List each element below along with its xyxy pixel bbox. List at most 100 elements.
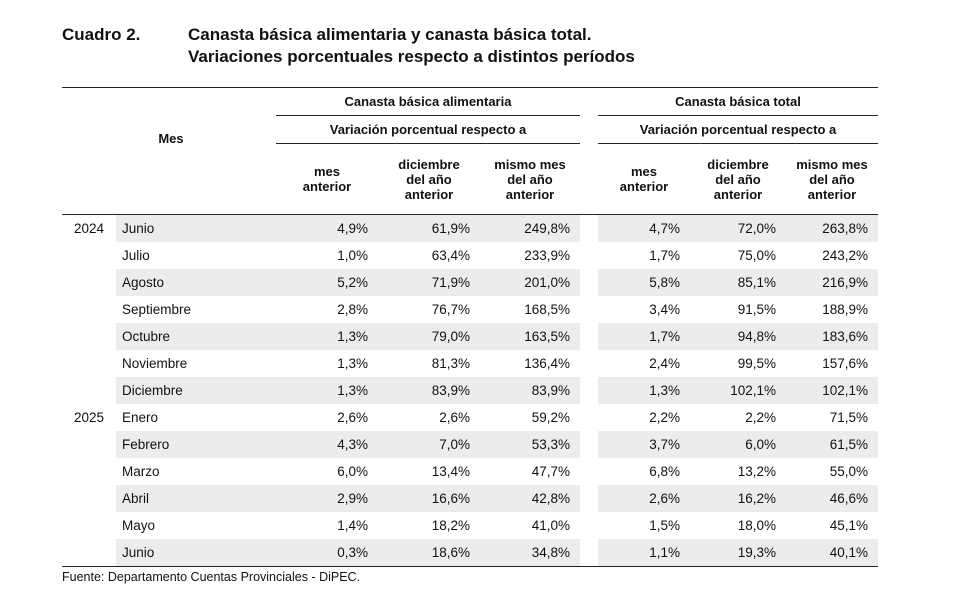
value-cell: 41,0% xyxy=(531,518,570,533)
month-cell: Julio xyxy=(122,248,150,263)
value-cell: 94,8% xyxy=(690,323,786,350)
value-cell: 1,1% xyxy=(598,539,690,567)
column-gap xyxy=(580,404,598,431)
column-gap xyxy=(580,296,598,323)
value-cell: 18,6% xyxy=(378,539,480,567)
value-cell: 201,0% xyxy=(480,269,580,296)
value-cell: 102,1% xyxy=(786,377,878,404)
year-cell: 2025 xyxy=(73,410,105,425)
column-gap xyxy=(580,512,598,539)
value-cell: 76,7% xyxy=(431,302,470,317)
table-row: Diciembre 1,3% 83,9% 83,9% 1,3% 102,1% 102,1% xyxy=(62,377,878,404)
year-cell: 2024 xyxy=(73,221,105,236)
value-cell: 63,4% xyxy=(431,248,470,263)
value-cell: 81,3% xyxy=(431,356,470,371)
value-cell: 85,1% xyxy=(690,269,786,296)
value-cell: 1,4% xyxy=(337,518,368,533)
column-gap xyxy=(580,214,598,242)
year-cell xyxy=(62,512,116,539)
col-mes-anterior-cba: mes anterior xyxy=(276,143,378,215)
value-cell: 5,2% xyxy=(276,269,378,296)
value-cell: 1,3% xyxy=(337,356,368,371)
column-gap xyxy=(580,458,598,485)
value-cell: 183,6% xyxy=(786,323,878,350)
value-cell: 4,7% xyxy=(598,214,690,242)
month-cell: Junio xyxy=(116,539,276,567)
title-line-1: Canasta básica alimentaria y canasta bás… xyxy=(188,25,592,44)
value-cell: 263,8% xyxy=(786,214,878,242)
value-cell: 216,9% xyxy=(786,269,878,296)
value-cell: 2,6% xyxy=(598,485,690,512)
group-header-alimentaria: Canasta básica alimentaria xyxy=(276,87,580,116)
year-cell xyxy=(62,485,116,512)
value-cell: 102,1% xyxy=(690,377,786,404)
table-row: Septiembre 2,8% 76,7% 168,5% 3,4% 91,5% 188,9% xyxy=(62,296,878,323)
value-cell: 47,7% xyxy=(531,464,570,479)
table-row: Mayo 1,4% 18,2% 41,0% 1,5% 18,0% 45,1% xyxy=(62,512,878,539)
year-cell xyxy=(62,431,116,458)
month-cell: Mayo xyxy=(122,518,156,533)
value-cell: 2,2% xyxy=(649,410,680,425)
col-mismo-mes-cba: mismo mes del año anterior xyxy=(480,143,580,215)
value-cell: 157,6% xyxy=(822,356,868,371)
value-cell: 6,8% xyxy=(649,464,680,479)
month-cell: Enero xyxy=(122,410,159,425)
value-cell: 83,9% xyxy=(480,377,580,404)
value-cell: 19,3% xyxy=(690,539,786,567)
title-line-2: Variaciones porcentuales respecto a dist… xyxy=(188,47,635,66)
table-row: Octubre 1,3% 79,0% 163,5% 1,7% 94,8% 183,6% xyxy=(62,323,878,350)
value-cell: 4,9% xyxy=(276,214,378,242)
year-cell xyxy=(62,458,116,485)
value-cell: 1,3% xyxy=(276,323,378,350)
year-cell xyxy=(62,296,116,323)
month-cell: Agosto xyxy=(116,269,276,296)
value-cell: 163,5% xyxy=(480,323,580,350)
value-cell: 42,8% xyxy=(480,485,580,512)
value-cell: 1,3% xyxy=(598,377,690,404)
value-cell: 72,0% xyxy=(690,214,786,242)
value-cell: 4,3% xyxy=(276,431,378,458)
value-cell: 2,6% xyxy=(439,410,470,425)
value-cell: 99,5% xyxy=(737,356,776,371)
value-cell: 168,5% xyxy=(524,302,570,317)
value-cell: 13,2% xyxy=(737,464,776,479)
value-cell: 6,0% xyxy=(337,464,368,479)
value-cell: 61,9% xyxy=(378,214,480,242)
column-gap xyxy=(580,485,598,512)
subheader-total: Variación porcentual respecto a xyxy=(598,115,878,144)
value-cell: 91,5% xyxy=(737,302,776,317)
data-table: Canasta básica alimentaria Canasta básic… xyxy=(62,87,878,567)
table-row: Marzo 6,0% 13,4% 47,7% 6,8% 13,2% 55,0% xyxy=(62,458,878,485)
year-cell xyxy=(62,242,116,269)
table-body: 2024 Junio 4,9% 61,9% 249,8% 4,7% 72,0% 263,8% J… xyxy=(62,214,878,567)
month-cell: Marzo xyxy=(122,464,160,479)
column-gap xyxy=(580,431,598,458)
table-row: Junio 0,3% 18,6% 34,8% 1,1% 19,3% 40,1% xyxy=(62,539,878,567)
table-number: Cuadro 2. xyxy=(62,25,141,44)
value-cell: 243,2% xyxy=(822,248,868,263)
value-cell: 18,0% xyxy=(737,518,776,533)
table-row: Julio 1,0% 63,4% 233,9% 1,7% 75,0% 243,2% xyxy=(62,242,878,269)
column-gap xyxy=(580,539,598,567)
value-cell: 1,3% xyxy=(276,377,378,404)
value-cell: 3,7% xyxy=(598,431,690,458)
value-cell: 71,5% xyxy=(829,410,868,425)
month-cell: Diciembre xyxy=(116,377,276,404)
value-cell: 79,0% xyxy=(378,323,480,350)
value-cell: 18,2% xyxy=(431,518,470,533)
month-cell: Octubre xyxy=(116,323,276,350)
value-cell: 3,4% xyxy=(649,302,680,317)
value-cell: 2,9% xyxy=(276,485,378,512)
value-cell: 188,9% xyxy=(822,302,868,317)
value-cell: 2,4% xyxy=(649,356,680,371)
column-gap xyxy=(580,323,598,350)
value-cell: 6,0% xyxy=(690,431,786,458)
value-cell: 83,9% xyxy=(378,377,480,404)
value-cell: 45,1% xyxy=(829,518,868,533)
value-cell: 7,0% xyxy=(378,431,480,458)
value-cell: 34,8% xyxy=(480,539,580,567)
value-cell: 40,1% xyxy=(786,539,878,567)
month-cell: Noviembre xyxy=(122,356,188,371)
col-mismo-mes-cbt: mismo mes del año anterior xyxy=(786,143,878,215)
value-cell: 1,7% xyxy=(598,323,690,350)
